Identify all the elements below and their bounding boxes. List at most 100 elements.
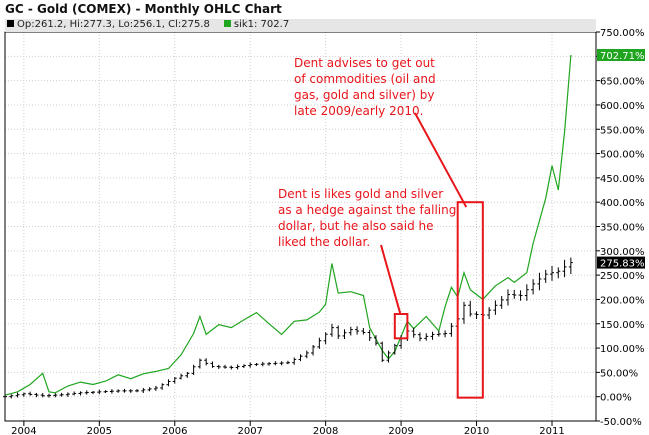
gold-ohlc-bar [417, 332, 422, 342]
silver-series-line [4, 54, 572, 396]
gold-ohlc-bar [254, 362, 259, 366]
gold-ohlc-bar [91, 390, 96, 395]
last-label-gold: 275.83% [597, 256, 645, 270]
x-tick-label: 2009 [388, 426, 413, 435]
gold-ohlc-bar [241, 364, 246, 369]
gold-ohlc-bar [474, 311, 479, 319]
annotation-mid-line: Dent is likes gold and silver [278, 187, 444, 201]
gold-ohlc-bar [436, 330, 441, 337]
chart-legend: Op:261.2, Hi:277.3, Lo:256.1, Cl:275.8 si… [5, 19, 596, 32]
gold-ohlc-bar [78, 391, 83, 396]
annotation-mid-line: dollar, but he also said he [278, 219, 434, 233]
gold-ohlc-bar [103, 390, 108, 394]
last-label-silver-text: 702.71% [600, 51, 645, 62]
gold-ohlc-bar [216, 364, 221, 369]
gold-ohlc-bar [279, 361, 284, 366]
gold-ohlc-bar [499, 295, 504, 309]
gold-ohlc-bar [449, 323, 454, 337]
gold-ohlc-bar [367, 329, 372, 342]
gold-ohlc-bar [229, 365, 234, 370]
annotation-arrows [380, 112, 468, 314]
gold-ohlc-bar [223, 364, 228, 369]
y-tick-label: 550.00% [600, 125, 645, 136]
y-tick-label: 300.00% [600, 247, 645, 258]
gold-ohlc-bar [191, 364, 196, 376]
gold-ohlc-bar [285, 360, 290, 365]
gold-ohlc-bar [40, 393, 45, 398]
gold-ohlc-bar [97, 389, 102, 395]
gold-ohlc-bar [3, 394, 7, 399]
gold-ohlc-bar [311, 345, 316, 356]
x-tick-label: 2004 [11, 426, 36, 435]
y-tick-label: 150.00% [600, 320, 645, 331]
gold-ohlc-bar [15, 392, 20, 398]
gold-ohlc-bar [348, 326, 353, 336]
annotation-box-2010 [456, 201, 484, 399]
y-tick-label: 750.00% [600, 28, 645, 39]
gold-ohlc-bar [430, 331, 435, 340]
legend-entry-silver: sik1: 702.7 [233, 19, 290, 30]
gold-ohlc-bar [84, 390, 89, 395]
last-value-labels: 702.71% 275.83% [597, 48, 645, 270]
chart-title: GC - Gold (COMEX) - Monthly OHLC Chart [5, 2, 282, 16]
annotation-mid-line: liked the dollar. [278, 235, 371, 249]
gold-ohlc-bar [197, 358, 202, 369]
annotation-mid-line: as a hedge against the falling [278, 203, 457, 217]
gold-ohlc-bar [147, 387, 152, 392]
gold-ohlc-bar [556, 267, 561, 279]
gold-ohlc-bar [424, 333, 429, 341]
gold-ohlc-bar [9, 394, 14, 399]
gold-ohlc-bar [179, 373, 184, 380]
y-tick-label: 0.00% [600, 393, 632, 404]
last-label-silver: 702.71% [597, 48, 645, 62]
legend-swatch-silver [223, 20, 231, 27]
gold-ohlc-bar [47, 393, 52, 398]
gold-ohlc-bar [512, 289, 517, 299]
gold-ohlc-bar [166, 379, 171, 387]
annotation-top-line: late 2009/early 2010. [294, 104, 424, 118]
y-axis: 750.00%700.00%650.00%600.00%550.00%500.0… [596, 28, 645, 428]
y-tick-label: 250.00% [600, 271, 645, 282]
gold-ohlc-bar [493, 300, 498, 315]
x-tick-label: 2011 [539, 426, 564, 435]
gold-ohlc-bar [248, 362, 253, 368]
legend-swatch-gold [7, 20, 14, 27]
gold-ohlc-bar [72, 391, 77, 396]
legend-entry-gold: Op:261.2, Hi:277.3, Lo:256.1, Cl:275.8 [17, 19, 210, 30]
gold-ohlc-bar [537, 272, 542, 291]
gold-ohlc-bar [109, 389, 114, 394]
gold-ohlc-bar [373, 335, 378, 346]
annotation-arrow-mid [380, 244, 402, 314]
gold-ohlc-bar [399, 335, 404, 349]
y-tick-label: 600.00% [600, 101, 645, 112]
x-axis: 2004 2005 2006 2007 2008 2009 2010 2011 [11, 421, 565, 435]
gold-ohlc-bar [21, 392, 26, 397]
gold-ohlc-bar [392, 343, 397, 355]
gold-ohlc-bar [28, 391, 33, 396]
gold-ohlc-bar [443, 330, 448, 338]
annotation-arrow-top [414, 112, 468, 208]
series-layer [3, 54, 573, 399]
y-tick-label: 50.00% [600, 368, 638, 379]
y-tick-label: 350.00% [600, 223, 645, 234]
gold-ohlc-bar [487, 307, 492, 320]
gold-ohlc-bar [160, 383, 165, 390]
y-tick-label: 450.00% [600, 174, 645, 185]
x-tick-label: 2007 [237, 426, 262, 435]
gold-ohlc-bar [141, 387, 146, 393]
gold-ohlc-bar [562, 259, 567, 278]
gold-ohlc-bar [235, 364, 240, 370]
y-tick-label: 100.00% [600, 344, 645, 355]
gold-ohlc-bar [135, 389, 140, 393]
y-tick-label: 500.00% [600, 150, 645, 161]
gold-ohlc-bar [53, 393, 58, 398]
gold-ohlc-bar [568, 257, 573, 274]
annotation-mid: Dent is likes gold and silver as a hedge… [278, 186, 456, 250]
annotation-boxes [393, 201, 484, 399]
gold-ohlc-bar [153, 385, 158, 391]
gold-ohlc-bar [172, 377, 177, 384]
gold-ohlc-bar [386, 350, 391, 363]
annotation-top-line: Dent advises to get out [294, 56, 435, 70]
gold-ohlc-bar [461, 301, 466, 324]
